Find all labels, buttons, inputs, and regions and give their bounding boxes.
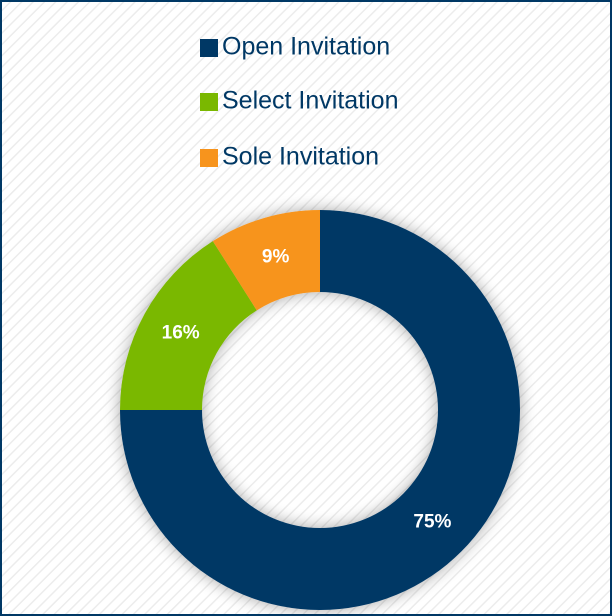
slice-label: 75% <box>413 511 451 532</box>
legend-swatch <box>200 93 218 111</box>
slice-label: 16% <box>162 322 200 343</box>
legend-swatch <box>200 39 218 57</box>
legend-swatch <box>200 149 218 167</box>
donut-slice <box>120 241 257 410</box>
donut-slice <box>212 210 320 311</box>
donut <box>120 210 520 610</box>
slice-label: 9% <box>262 246 290 267</box>
legend-label: Open Invitation <box>222 33 390 61</box>
legend-label: Sole Invitation <box>222 143 379 171</box>
legend-label: Select Invitation <box>222 87 399 115</box>
donut-slice <box>120 210 520 610</box>
